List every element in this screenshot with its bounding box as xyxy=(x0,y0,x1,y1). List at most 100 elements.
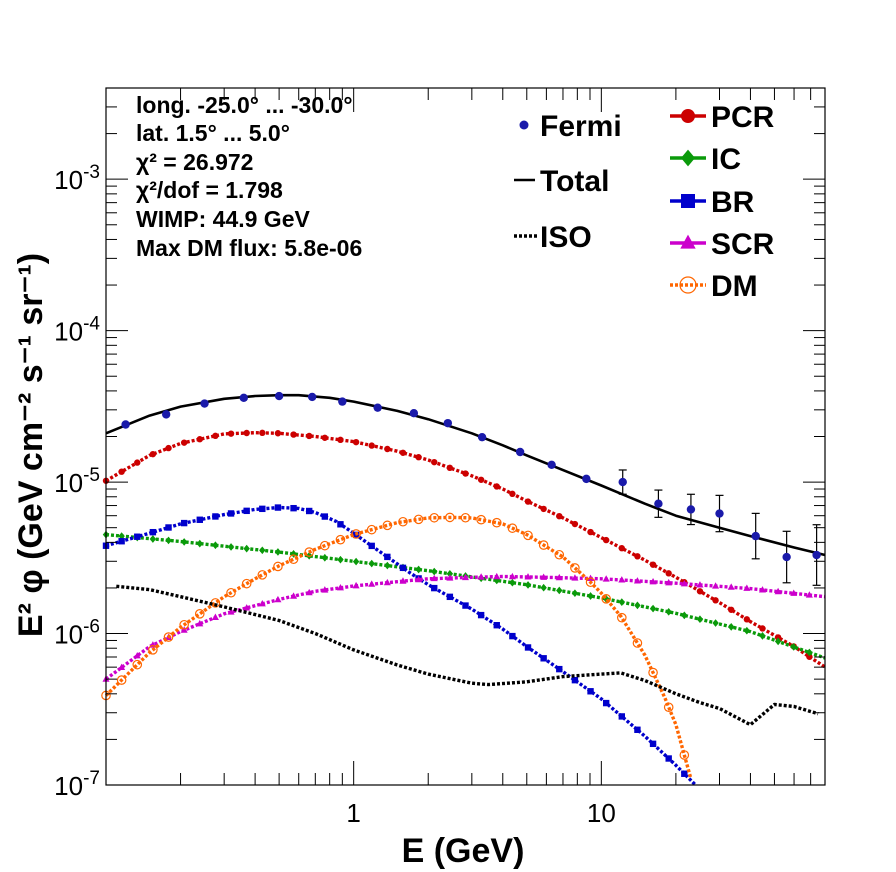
marker-pcr xyxy=(587,528,594,536)
legend-marker-icon xyxy=(679,276,697,294)
fermi-point xyxy=(200,399,209,408)
tick-labels: 1 10 10-7 10-6 10-5 10-4 10-3 xyxy=(54,162,616,828)
marker-ic xyxy=(524,581,532,589)
marker-scr xyxy=(774,587,782,595)
fermi-point xyxy=(121,420,130,429)
marker-ic xyxy=(196,539,203,548)
marker-ic xyxy=(681,611,688,620)
fermi-point xyxy=(338,397,347,406)
marker-scr xyxy=(712,582,720,589)
fermi-point xyxy=(515,447,525,457)
legend-label: Fermi xyxy=(540,110,622,143)
marker-dm xyxy=(663,702,674,713)
marker-dm xyxy=(460,512,471,523)
marker-pcr xyxy=(618,545,626,552)
marker-ic xyxy=(665,607,672,616)
marker-br xyxy=(462,602,469,609)
marker-br xyxy=(540,655,547,662)
marker-pcr xyxy=(509,490,516,498)
marker-dm xyxy=(445,512,455,523)
marker-ic xyxy=(446,569,454,578)
marker-dm xyxy=(257,570,268,580)
marker-ic xyxy=(759,632,766,640)
marker-pcr xyxy=(556,512,563,520)
marker-ic xyxy=(509,578,516,587)
marker-pcr xyxy=(259,429,266,437)
legend-entry-total: Total xyxy=(514,165,609,198)
x-axis-title: E (GeV) xyxy=(402,832,525,870)
marker-pcr xyxy=(540,505,547,513)
marker-pcr xyxy=(290,431,297,438)
marker-scr xyxy=(555,573,563,581)
marker-br xyxy=(587,688,594,695)
series-line-ic xyxy=(105,532,826,660)
marker-pcr xyxy=(368,442,375,449)
marker-ic xyxy=(649,604,657,613)
marker-dm xyxy=(554,549,565,560)
fermi-point xyxy=(582,474,591,484)
marker-ic xyxy=(415,565,422,574)
marker-pcr xyxy=(759,625,766,632)
marker-ic xyxy=(556,586,563,595)
marker-br xyxy=(118,538,125,545)
legend-marker-icon xyxy=(681,149,695,167)
marker-scr xyxy=(602,575,610,582)
marker-dm xyxy=(570,563,580,573)
marker-pcr xyxy=(743,616,751,623)
marker-br xyxy=(196,516,203,523)
marker-scr xyxy=(321,586,329,593)
y-tick-label: 10-6 xyxy=(54,617,100,650)
marker-br xyxy=(274,504,282,511)
marker-pcr xyxy=(134,459,141,466)
series-line-br xyxy=(105,505,697,787)
legend-entry-pcr: PCR xyxy=(670,101,775,134)
fermi-point xyxy=(274,391,284,401)
marker-scr xyxy=(790,589,798,596)
marker-pcr xyxy=(728,606,735,613)
marker-ic xyxy=(571,589,579,598)
legend-label: ISO xyxy=(540,221,592,254)
legend-right: PCR IC BR SCR DM xyxy=(670,101,775,303)
marker-br xyxy=(321,513,329,520)
marker-scr xyxy=(524,573,532,580)
marker-br xyxy=(556,665,563,673)
marker-scr xyxy=(415,575,423,583)
legend-entry-ic: IC xyxy=(670,143,741,176)
info-chi2-dof: χ²/dof = 1.798 xyxy=(136,177,283,203)
legend-marker-icon xyxy=(681,194,695,208)
marker-scr xyxy=(196,619,204,627)
series-line-pcr xyxy=(105,431,826,669)
marker-br xyxy=(384,553,391,561)
marker-dm xyxy=(632,638,643,648)
marker-pcr xyxy=(180,439,188,446)
marker-scr xyxy=(493,572,501,580)
marker-scr xyxy=(680,579,688,587)
marker-pcr xyxy=(352,438,360,446)
marker-dm xyxy=(366,524,377,535)
series-fermi xyxy=(121,391,821,586)
marker-dm xyxy=(179,619,189,630)
marker-ic xyxy=(243,544,250,553)
marker-br xyxy=(509,632,516,640)
y-tick-label: 10-7 xyxy=(54,768,100,801)
fermi-point xyxy=(618,477,627,487)
marker-dm xyxy=(335,534,346,545)
marker-br xyxy=(571,676,579,684)
marker-dm xyxy=(148,644,158,655)
fermi-point xyxy=(161,410,171,419)
marker-ic xyxy=(602,595,610,603)
marker-dm xyxy=(241,578,252,589)
legend-entry-dm: DM xyxy=(670,270,758,303)
info-latitude: lat. 1.5° ... 5.0° xyxy=(136,120,290,146)
fermi-point xyxy=(547,460,556,470)
fermi-point xyxy=(409,409,419,418)
marker-dm xyxy=(523,530,533,541)
marker-scr xyxy=(696,581,704,588)
marker-br xyxy=(493,622,500,629)
marker-pcr xyxy=(321,434,329,441)
fermi-point xyxy=(782,552,791,562)
marker-ic xyxy=(540,583,547,592)
marker-br xyxy=(305,507,313,515)
marker-dm xyxy=(273,561,283,572)
marker-ic xyxy=(352,557,360,566)
